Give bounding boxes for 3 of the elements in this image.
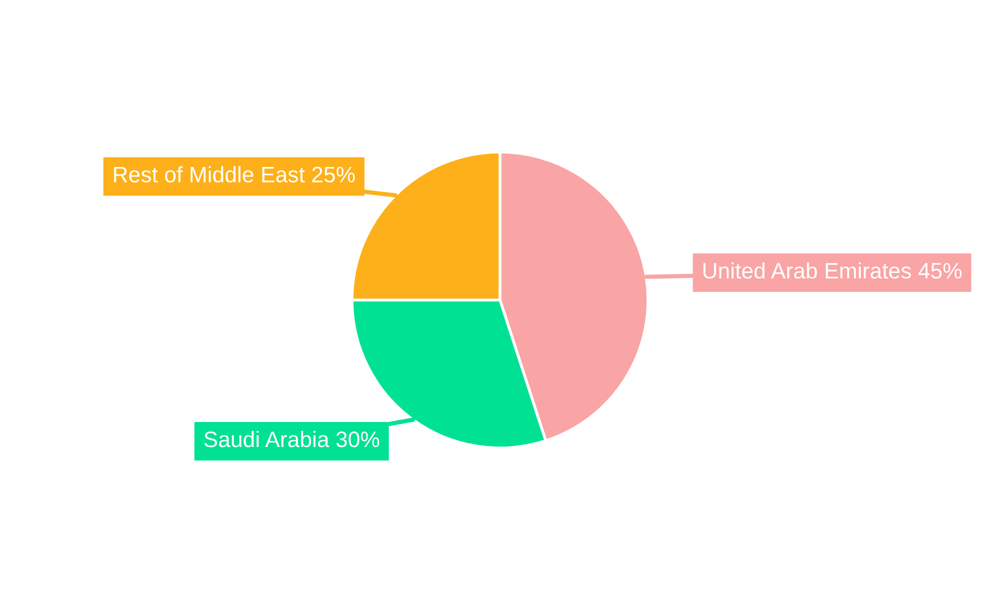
slice-label: Saudi Arabia 30% — [204, 430, 380, 448]
slice-label: United Arab Emirates 45% — [703, 262, 962, 279]
slice-label: Rest of Middle East 25% — [114, 166, 355, 182]
